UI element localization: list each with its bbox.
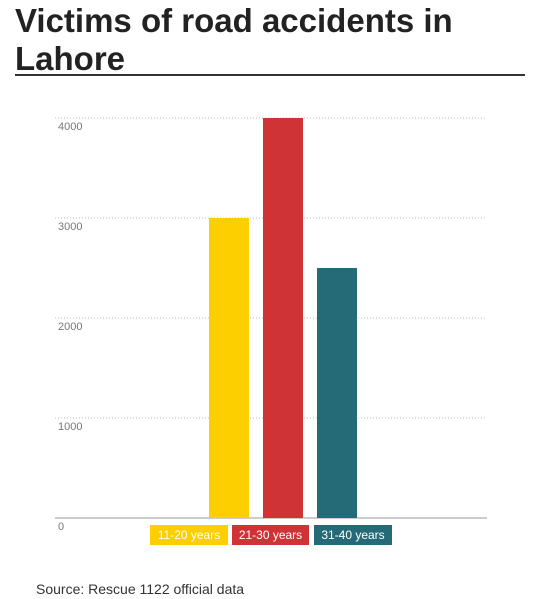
y-tick-label: 0 [58,521,64,533]
legend-swatch [232,525,309,545]
source: Source: Rescue 1122 official data [36,581,245,597]
bar [209,218,249,518]
title-rule [15,74,525,76]
bar [317,268,357,518]
y-tick-label: 4000 [58,121,82,133]
legend-label: 21-30 years [239,528,302,542]
legend-swatch [150,525,228,545]
legend-label: 11-20 years [158,528,220,542]
y-tick-label: 2000 [58,321,82,333]
chart: 0 1000 2000 3000 4000 11-20 years 21-30 years 3… [55,117,487,545]
chart-title: Victims of road accidents in Lahore [15,2,453,77]
legend-swatch [314,525,392,545]
bar [263,118,303,518]
y-tick-label: 1000 [58,421,82,433]
y-tick-label: 3000 [58,221,82,233]
legend-label: 31-40 years [321,528,384,542]
